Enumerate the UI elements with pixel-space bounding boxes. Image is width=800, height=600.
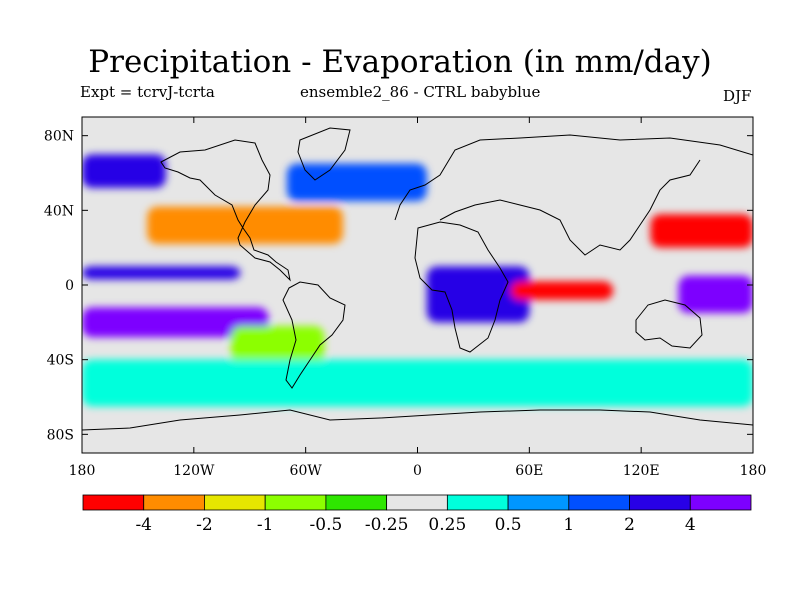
colorbar-swatch <box>568 494 630 511</box>
field-region-4 <box>231 326 325 364</box>
colorbar-label: -0.5 <box>310 515 343 535</box>
colorbar-label: 1 <box>563 515 574 535</box>
precip-field <box>82 154 753 407</box>
x-tick-label: 120W <box>173 463 215 479</box>
x-tick-label: 120E <box>623 463 660 479</box>
coast-south-america <box>282 281 346 389</box>
colorbar-swatch <box>264 494 327 511</box>
colorbar-swatch <box>82 494 145 511</box>
y-tick-label: 80S <box>47 427 74 443</box>
coast-north-america <box>160 139 291 282</box>
colorbar-swatch <box>325 494 388 511</box>
colorbar-label: -1 <box>257 515 274 535</box>
chart-title: Precipitation - Evaporation (in mm/day) <box>88 44 712 80</box>
colorbar-swatch <box>143 494 205 511</box>
colorbar-label: 2 <box>624 515 635 535</box>
x-tick-label: 60W <box>290 463 323 479</box>
colorbar-swatch <box>507 494 570 511</box>
colorbar-label: 0.25 <box>428 515 466 535</box>
coast-antarctica <box>82 409 753 431</box>
coastlines <box>82 127 753 431</box>
colorbar-swatch <box>629 494 691 511</box>
colorbar-label: -2 <box>196 515 213 535</box>
colorbar-swatch <box>689 494 752 511</box>
colorbar-label: 0.5 <box>495 515 522 535</box>
colorbar-label: 4 <box>685 515 696 535</box>
field-region-8 <box>650 214 753 248</box>
field-region-7 <box>510 281 614 300</box>
field-region-0 <box>82 154 166 188</box>
field-region-10 <box>82 359 753 407</box>
y-tick-label: 0 <box>65 278 74 294</box>
coast-europe-asia <box>394 134 753 256</box>
colorbar-label: -4 <box>135 515 152 535</box>
y-tick-label: 40N <box>44 203 74 219</box>
field-region-1 <box>147 206 343 244</box>
coast-greenland <box>297 127 351 181</box>
colorbar: -4 -2 -1 -0.5 -0.25 0.25 0.5 1 2 4 <box>82 494 752 535</box>
colorbar-swatch <box>446 494 509 511</box>
x-tick-label: 60E <box>515 463 543 479</box>
field-region-9 <box>678 275 753 313</box>
x-tick-label: 180 <box>69 463 96 479</box>
x-tick-label: 0 <box>413 463 422 479</box>
ensemble-label: ensemble2_86 - CTRL babyblue <box>300 83 541 101</box>
colorbar-swatch <box>204 494 266 511</box>
field-region-6 <box>426 266 530 323</box>
y-tick-label: 40S <box>47 353 74 369</box>
y-tick-label: 80N <box>44 129 74 145</box>
colorbar-swatch <box>386 494 448 511</box>
coast-australia <box>635 299 703 349</box>
coast-africa <box>414 221 509 353</box>
field-region-2 <box>82 266 241 280</box>
field-region-5 <box>287 163 427 201</box>
colorbar-label: -0.25 <box>365 515 409 535</box>
axis-ticks: 180 120W 60W 0 60E 120E 180 80N 40N 0 40S 80S <box>44 117 766 479</box>
field-region-3 <box>82 307 269 338</box>
season-label: DJF <box>723 87 752 105</box>
experiment-label: Expt = tcrvJ-tcrta <box>80 83 215 101</box>
x-tick-label: 180 <box>740 463 767 479</box>
